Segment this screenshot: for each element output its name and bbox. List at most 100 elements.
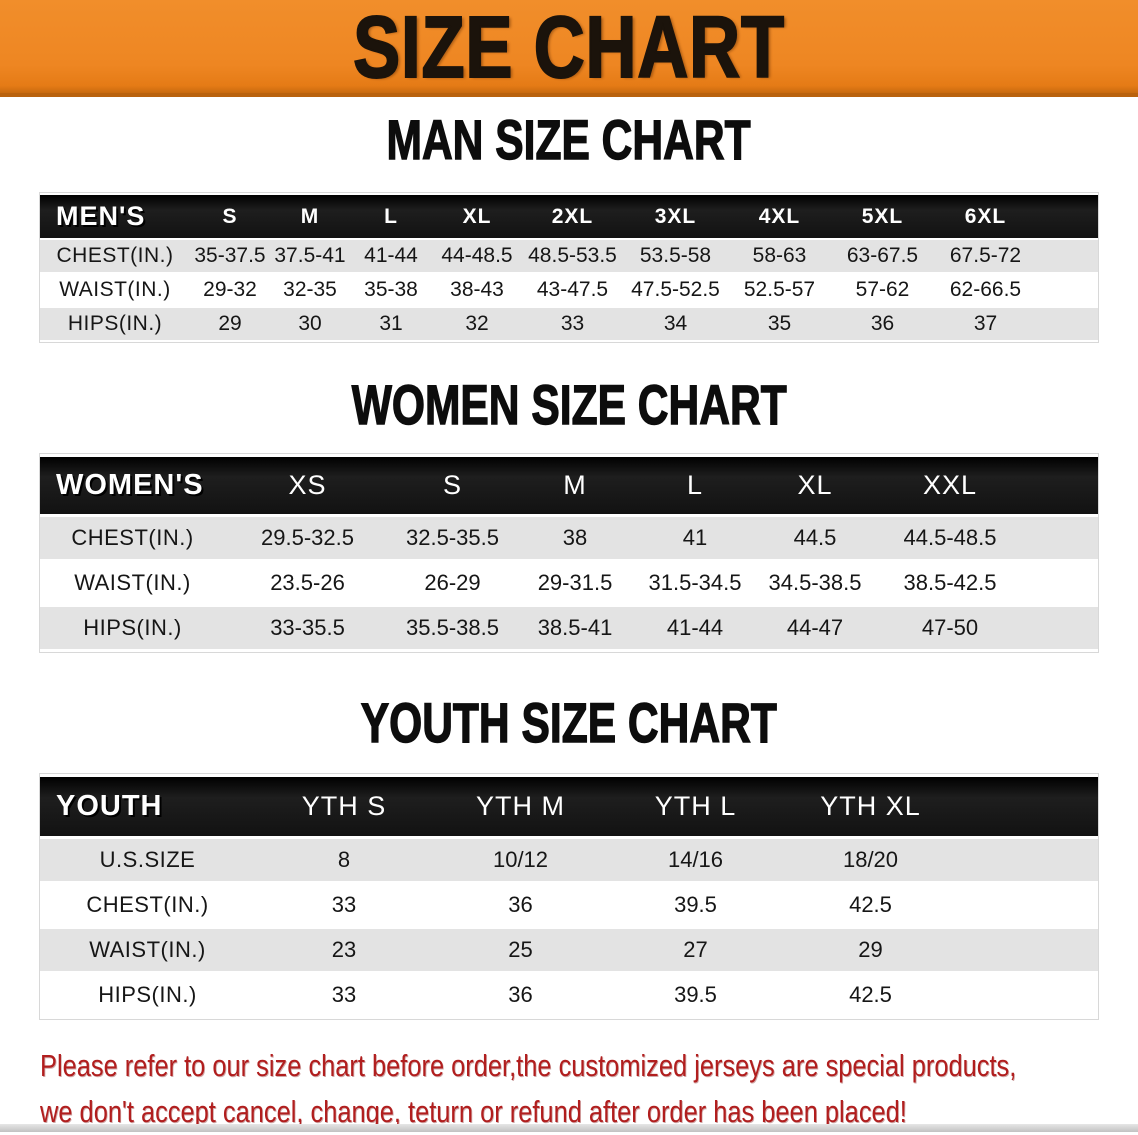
cell: 57-62 [831, 274, 934, 306]
row-label: CHEST(IN.) [40, 240, 190, 272]
cell: 44-47 [755, 607, 875, 649]
cell: 53.5-58 [623, 240, 728, 272]
cell: 36 [433, 974, 608, 1016]
women-col-xs: XS [225, 457, 390, 514]
cell: 29-32 [190, 274, 270, 306]
women-col-l: L [635, 457, 755, 514]
men-col-xl: XL [432, 195, 522, 238]
cell: 35-38 [350, 274, 432, 306]
filler-cell [1025, 457, 1098, 514]
women-col-xxl: XXL [875, 457, 1025, 514]
youth-col-s: YTH S [255, 777, 433, 836]
cell: 67.5-72 [934, 240, 1037, 272]
cell: 33-35.5 [225, 607, 390, 649]
cell: 27 [608, 929, 783, 971]
youth-waist-row: WAIST(IN.) 23 25 27 29 [40, 929, 1098, 971]
row-label: CHEST(IN.) [40, 517, 225, 559]
cell: 36 [433, 884, 608, 926]
cell: 34 [623, 308, 728, 340]
men-col-s: S [190, 195, 270, 238]
women-hips-row: HIPS(IN.) 33-35.5 35.5-38.5 38.5-41 41-4… [40, 607, 1098, 649]
men-col-2xl: 2XL [522, 195, 623, 238]
men-chest-row: CHEST(IN.) 35-37.5 37.5-41 41-44 44-48.5… [40, 240, 1098, 272]
cell: 44.5 [755, 517, 875, 559]
cell: 29-31.5 [515, 562, 635, 604]
men-hips-row: HIPS(IN.) 29 30 31 32 33 34 35 36 37 [40, 308, 1098, 340]
cell: 25 [433, 929, 608, 971]
men-col-5xl: 5XL [831, 195, 934, 238]
disclaimer-line-2: we don't accept cancel, change, teturn o… [40, 1094, 907, 1129]
men-header-row: MEN'S S M L XL 2XL 3XL 4XL 5XL 6XL [40, 195, 1098, 238]
cell: 52.5-57 [728, 274, 831, 306]
cell: 23.5-26 [225, 562, 390, 604]
men-table-title: MEN'S [40, 195, 190, 238]
cell: 29 [783, 929, 958, 971]
cell: 23 [255, 929, 433, 971]
cell: 18/20 [783, 839, 958, 881]
row-label: HIPS(IN.) [40, 308, 190, 340]
cell: 33 [255, 884, 433, 926]
cell: 36 [831, 308, 934, 340]
women-header-row: WOMEN'S XS S M L XL XXL [40, 457, 1098, 514]
cell: 42.5 [783, 884, 958, 926]
youth-col-l: YTH L [608, 777, 783, 836]
youth-size-table: YOUTH YTH S YTH M YTH L YTH XL U.S.SIZE … [40, 774, 1098, 1019]
row-label: CHEST(IN.) [40, 884, 255, 926]
men-col-l: L [350, 195, 432, 238]
cell: 63-67.5 [831, 240, 934, 272]
men-col-4xl: 4XL [728, 195, 831, 238]
cell: 37.5-41 [270, 240, 350, 272]
youth-table-title: YOUTH [40, 777, 255, 836]
women-col-xl: XL [755, 457, 875, 514]
cell: 38.5-42.5 [875, 562, 1025, 604]
cell: 32 [432, 308, 522, 340]
men-waist-row: WAIST(IN.) 29-32 32-35 35-38 38-43 43-47… [40, 274, 1098, 306]
filler-cell [958, 777, 1098, 836]
cell: 32-35 [270, 274, 350, 306]
women-section-heading: WOMEN SIZE CHART [0, 373, 1138, 436]
cell: 39.5 [608, 974, 783, 1016]
row-label: U.S.SIZE [40, 839, 255, 881]
row-label: WAIST(IN.) [40, 562, 225, 604]
disclaimer: Please refer to our size chart before or… [40, 1043, 1138, 1135]
cell: 33 [255, 974, 433, 1016]
section-youth: YOUTH SIZE CHART YOUTH YTH S YTH M YTH L… [0, 693, 1138, 1019]
cell: 44.5-48.5 [875, 517, 1025, 559]
filler-cell [1025, 607, 1098, 649]
youth-chest-row: CHEST(IN.) 33 36 39.5 42.5 [40, 884, 1098, 926]
cell: 42.5 [783, 974, 958, 1016]
row-label: HIPS(IN.) [40, 607, 225, 649]
cell: 29.5-32.5 [225, 517, 390, 559]
filler-cell [1037, 240, 1098, 272]
youth-ussize-row: U.S.SIZE 8 10/12 14/16 18/20 [40, 839, 1098, 881]
men-col-3xl: 3XL [623, 195, 728, 238]
section-women: WOMEN SIZE CHART WOMEN'S XS S M L XL XXL… [0, 373, 1138, 652]
men-col-m: M [270, 195, 350, 238]
cell: 44-48.5 [432, 240, 522, 272]
cell: 62-66.5 [934, 274, 1037, 306]
cell: 26-29 [390, 562, 515, 604]
women-section-heading-text: WOMEN SIZE CHART [351, 373, 787, 436]
cell: 38.5-41 [515, 607, 635, 649]
men-col-6xl: 6XL [934, 195, 1037, 238]
cell: 39.5 [608, 884, 783, 926]
women-col-m: M [515, 457, 635, 514]
cell: 8 [255, 839, 433, 881]
filler-cell [1037, 274, 1098, 306]
cell: 32.5-35.5 [390, 517, 515, 559]
youth-col-xl: YTH XL [783, 777, 958, 836]
row-label: WAIST(IN.) [40, 274, 190, 306]
row-label: HIPS(IN.) [40, 974, 255, 1016]
men-size-table: MEN'S S M L XL 2XL 3XL 4XL 5XL 6XL CHEST… [40, 193, 1098, 342]
women-size-table: WOMEN'S XS S M L XL XXL CHEST(IN.) 29.5-… [40, 454, 1098, 652]
men-section-heading-text: MAN SIZE CHART [386, 108, 752, 171]
cell: 38-43 [432, 274, 522, 306]
cell: 35-37.5 [190, 240, 270, 272]
bottom-strip [0, 1124, 1138, 1132]
women-table-title: WOMEN'S [40, 457, 225, 514]
cell: 37 [934, 308, 1037, 340]
youth-section-heading: YOUTH SIZE CHART [0, 693, 1138, 752]
cell: 35 [728, 308, 831, 340]
banner-title: SIZE CHART [352, 0, 785, 96]
women-chest-row: CHEST(IN.) 29.5-32.5 32.5-35.5 38 41 44.… [40, 517, 1098, 559]
